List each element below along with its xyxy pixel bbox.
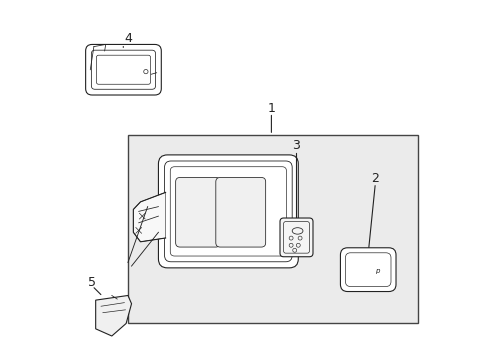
FancyBboxPatch shape: [158, 155, 298, 268]
FancyBboxPatch shape: [280, 218, 312, 257]
Text: p: p: [374, 269, 379, 274]
Bar: [128, 135, 418, 323]
Text: 4: 4: [124, 32, 132, 45]
Text: 2: 2: [371, 172, 379, 185]
Text: 1: 1: [267, 102, 275, 115]
Polygon shape: [133, 192, 165, 242]
Text: 5: 5: [88, 276, 96, 289]
FancyBboxPatch shape: [215, 177, 265, 247]
FancyBboxPatch shape: [175, 177, 220, 247]
Polygon shape: [96, 296, 131, 336]
FancyBboxPatch shape: [85, 44, 161, 95]
Text: 3: 3: [292, 139, 300, 152]
FancyBboxPatch shape: [340, 248, 395, 292]
